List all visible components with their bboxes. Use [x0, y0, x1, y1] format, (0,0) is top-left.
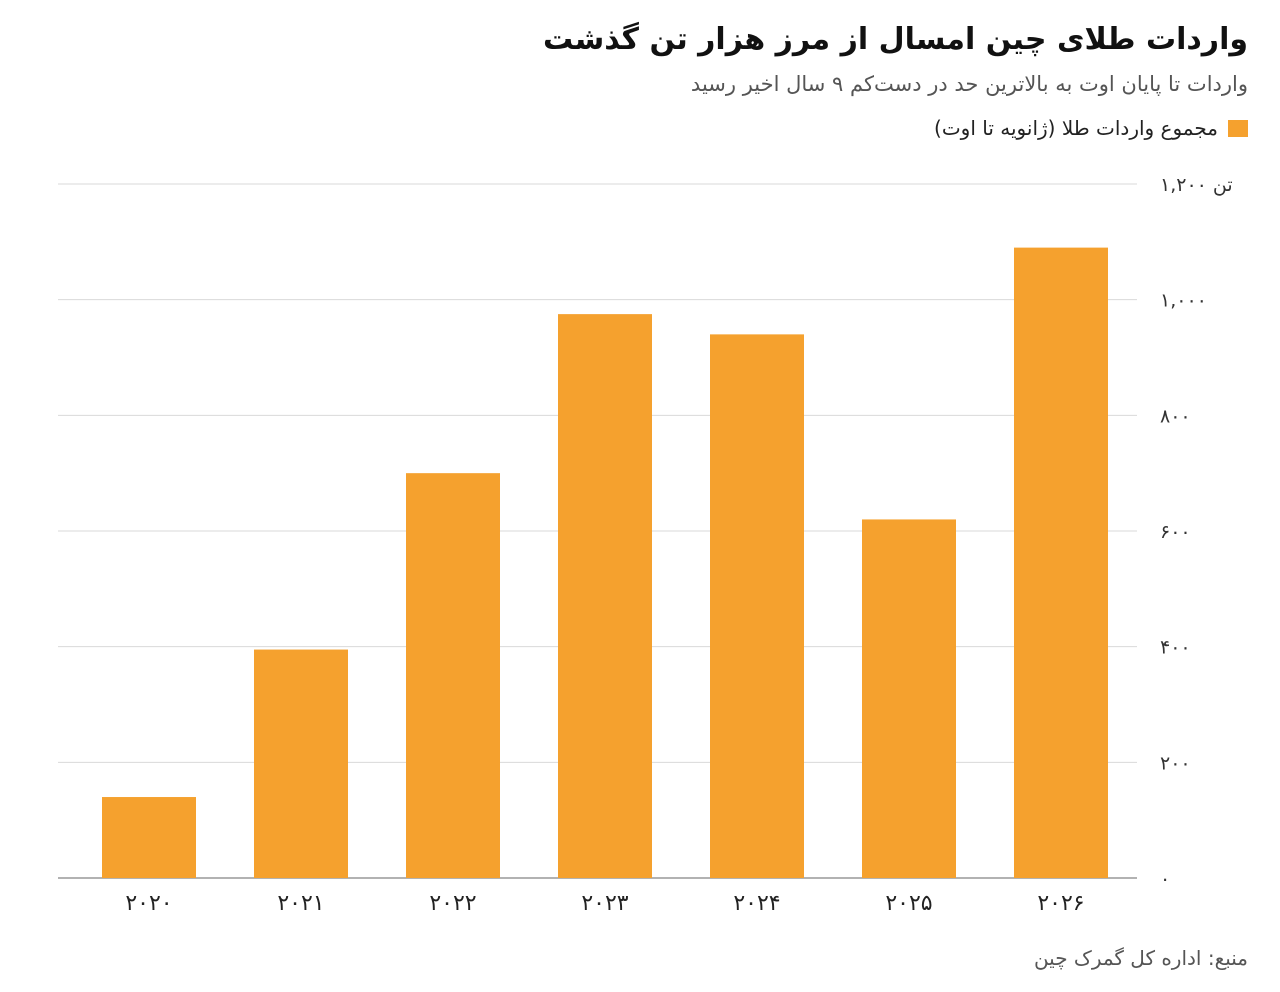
y-tick-label: ۲۰۰ [1160, 752, 1191, 774]
chart-title: واردات طلای چین امسال از مرز هزار تن گذش… [542, 22, 1248, 57]
bar-0 [102, 797, 196, 878]
x-tick-label: ۲۰۲۰ [125, 891, 172, 916]
y-tick-label: ۴۰۰ [1160, 637, 1191, 659]
source-note: منبع: اداره کل گمرک چین [1033, 946, 1248, 970]
bar-chart: ۰ ۲۰۰ ۴۰۰ ۶۰۰ ۸۰۰ ۱,۰۰۰ ۱,۲۰۰ تن ۲۰۲۰ ۲۰۲۱ ۲۰۲۲ ۲۰… [58, 174, 1233, 916]
x-tick-label: ۲۰۲۳ [581, 891, 628, 916]
bar-2 [406, 473, 500, 878]
bar-5 [862, 519, 956, 878]
y-tick-label: ۸۰۰ [1160, 405, 1191, 427]
bar-1 [254, 649, 348, 878]
chart-subtitle: واردات تا پایان اوت به بالاترین حد در دس… [690, 72, 1248, 96]
bar-4 [710, 334, 804, 878]
y-tick-label: ۱,۲۰۰ تن [1160, 174, 1233, 196]
x-tick-label: ۲۰۲۱ [277, 891, 324, 916]
x-tick-label: ۲۰۲۴ [733, 891, 780, 916]
bar-6 [1014, 247, 1108, 878]
y-tick-label: ۰ [1160, 868, 1170, 890]
y-tick-label: ۱,۰۰۰ [1160, 290, 1207, 312]
legend-label: مجموع واردات طلا (ژانویه تا اوت) [934, 116, 1218, 140]
bar-3 [558, 314, 652, 878]
y-tick-label: ۶۰۰ [1160, 521, 1191, 543]
legend-swatch [1228, 119, 1248, 137]
legend: مجموع واردات طلا (ژانویه تا اوت) [934, 116, 1248, 140]
x-tick-label: ۲۰۲۲ [429, 891, 476, 916]
x-tick-label: ۲۰۲۶ [1037, 891, 1084, 916]
x-tick-label: ۲۰۲۵ [885, 891, 932, 916]
